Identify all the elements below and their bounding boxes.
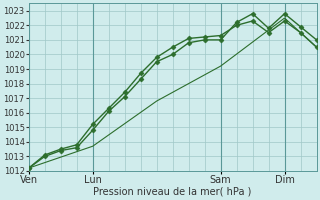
X-axis label: Pression niveau de la mer( hPa ): Pression niveau de la mer( hPa ) (93, 187, 252, 197)
